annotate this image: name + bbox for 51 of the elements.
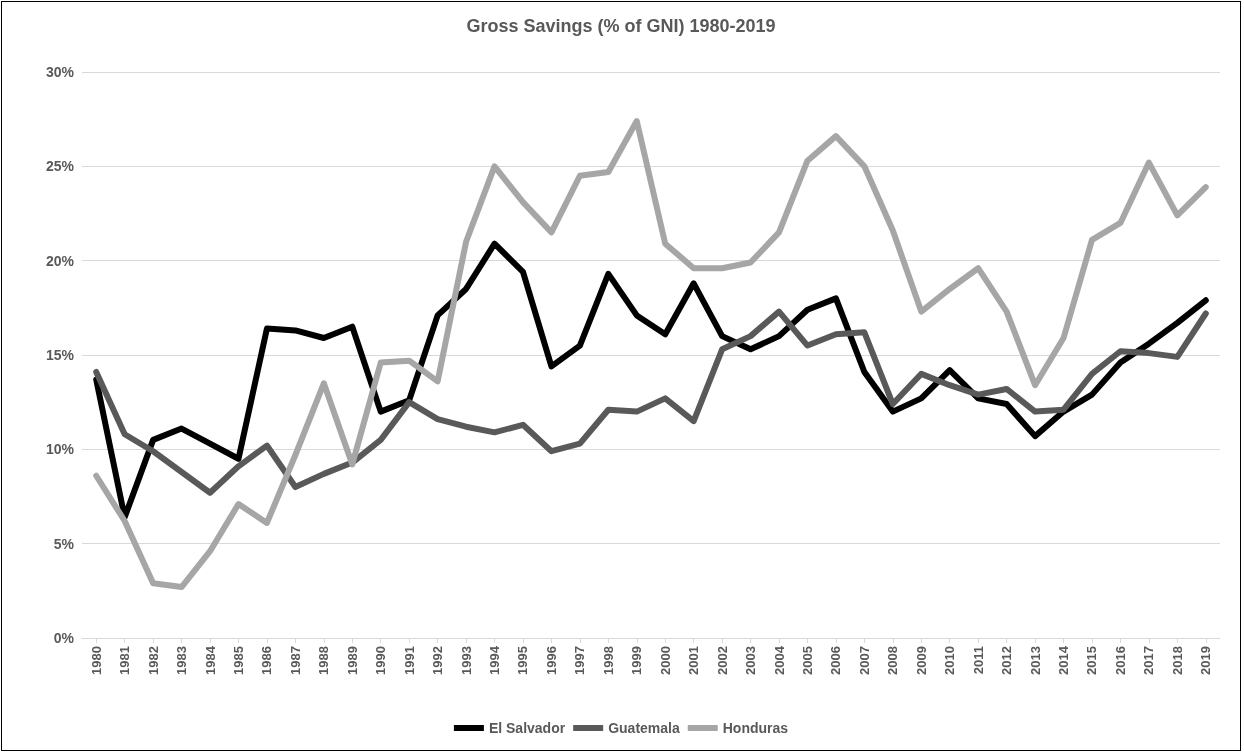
y-tick-label: 30%: [45, 64, 75, 80]
x-tick-label: 1989: [344, 646, 360, 675]
x-tick-label: 1998: [600, 646, 616, 675]
y-tick-label: 15%: [45, 347, 75, 363]
y-tick-label: 25%: [45, 158, 75, 175]
x-tick-label: 1986: [259, 646, 275, 675]
y-tick-label: 0%: [53, 630, 75, 646]
x-tick-label: 2004: [771, 645, 787, 675]
x-tick-label: 1988: [316, 646, 332, 675]
x-tick-label: 2005: [799, 646, 815, 675]
legend-label: Honduras: [722, 720, 789, 736]
legend-label: Guatemala: [608, 720, 680, 736]
x-tick-label: 2001: [686, 646, 702, 675]
x-tick-label: 1992: [430, 646, 446, 675]
x-tick-label: 2011: [970, 646, 986, 675]
x-tick-label: 1985: [230, 646, 246, 675]
x-tick-label: 1983: [174, 646, 190, 675]
x-tick-label: 1996: [543, 646, 559, 675]
x-tick-label: 1981: [117, 646, 133, 675]
x-tick-label: 1995: [515, 646, 531, 675]
chart-title: Gross Savings (% of GNI) 1980-2019: [466, 16, 776, 36]
x-tick-label: 1991: [401, 646, 417, 675]
x-tick-label: 2018: [1169, 646, 1185, 675]
x-tick-label: 1982: [145, 646, 161, 675]
x-tick-label: 2013: [1027, 646, 1043, 675]
y-tick-label: 10%: [45, 441, 75, 458]
y-tick-label: 5%: [53, 535, 75, 552]
x-tick-label: 2010: [942, 646, 958, 675]
x-tick-label: 2008: [885, 646, 901, 675]
x-tick-label: 1993: [458, 646, 474, 675]
x-tick-label: 2006: [828, 646, 844, 675]
x-tick-label: 1999: [629, 646, 645, 675]
x-tick-label: 1997: [572, 646, 588, 675]
x-tick-label: 2017: [1141, 646, 1157, 675]
x-tick-label: 1987: [287, 646, 303, 675]
x-tick-label: 2015: [1084, 646, 1100, 675]
x-tick-label: 2002: [714, 646, 730, 675]
x-tick-label: 1994: [487, 645, 503, 675]
x-tick-label: 2000: [657, 646, 673, 675]
x-tick-label: 1984: [202, 645, 218, 675]
legend-label: El Salvador: [488, 720, 566, 736]
x-tick-label: 2003: [743, 646, 759, 675]
x-tick-label: 2009: [913, 646, 929, 675]
x-tick-label: 2012: [999, 646, 1015, 675]
x-tick-label: 2014: [1056, 645, 1072, 675]
x-tick-label: 1990: [373, 646, 389, 675]
y-tick-label: 20%: [45, 252, 75, 269]
x-tick-label: 2007: [856, 646, 872, 675]
x-tick-label: 2019: [1198, 646, 1214, 675]
x-tick-label: 2016: [1112, 646, 1128, 675]
x-tick-label: 1980: [88, 646, 104, 675]
